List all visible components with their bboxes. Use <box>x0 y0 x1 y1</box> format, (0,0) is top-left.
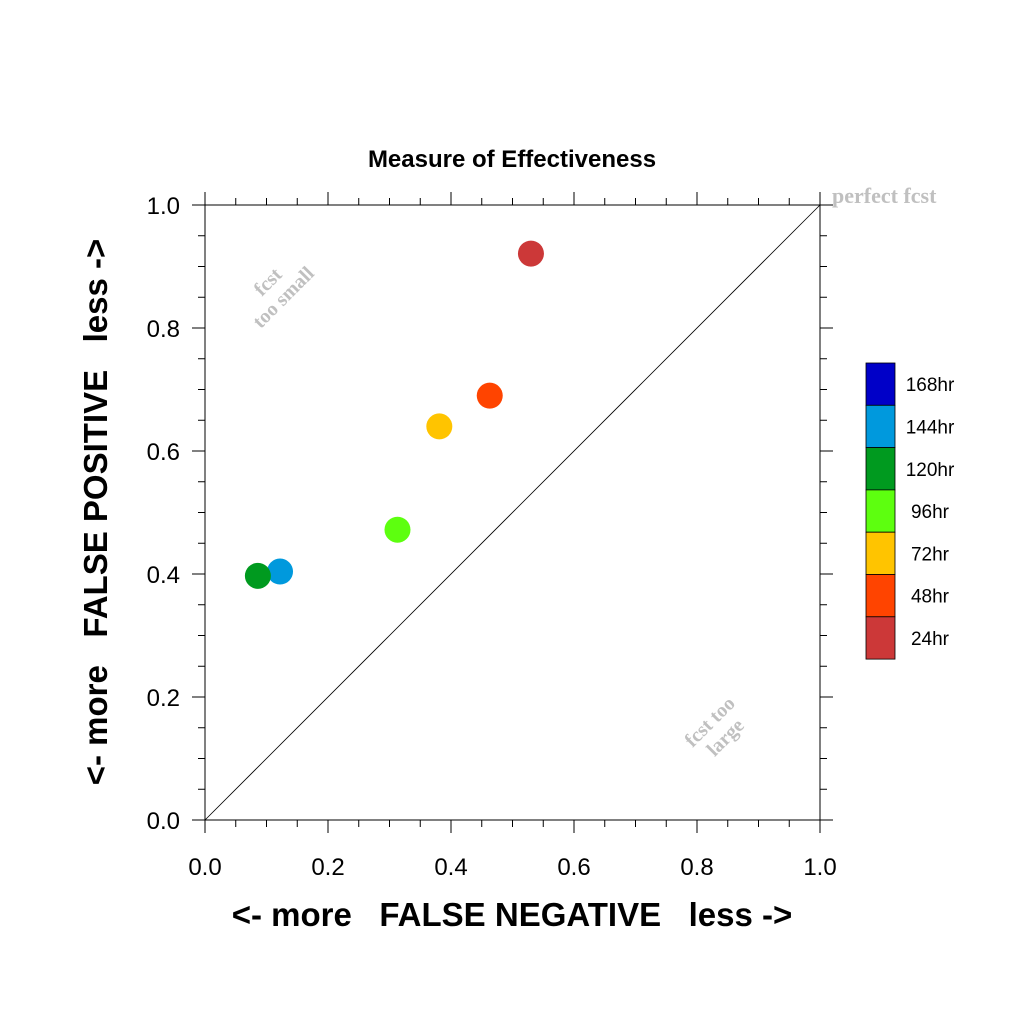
data-point-72hr <box>426 413 453 440</box>
chart-title: Measure of Effectiveness <box>368 146 656 173</box>
legend-label-168hr: 168hr <box>906 375 955 396</box>
x-tick-label: 1.0 <box>803 854 836 881</box>
x-tick-label: 0.2 <box>311 854 344 881</box>
legend: 168hr 144hr 120hr 96hr 72hr 48hr 24hr <box>865 362 955 660</box>
y-tick-label: 0.4 <box>147 562 180 589</box>
y-tick-label: 0.8 <box>147 316 180 343</box>
x-tick-label: 0.6 <box>557 854 590 881</box>
annotation-fcst-too-large: fcst too large <box>681 693 749 761</box>
legend-swatch-48hr <box>865 574 896 618</box>
axis-ticks <box>192 192 833 833</box>
legend-label-24hr: 24hr <box>911 629 950 650</box>
y-tick-labels: 0.0 0.2 0.4 0.6 0.8 1.0 <box>147 193 180 835</box>
legend-label-96hr: 96hr <box>911 502 950 523</box>
diagonal-line <box>204 204 821 821</box>
legend-swatch-24hr <box>865 616 896 660</box>
x-tick-labels: 0.0 0.2 0.4 0.6 0.8 1.0 <box>188 854 836 881</box>
legend-swatch-168hr <box>865 362 896 406</box>
x-tick-label: 0.8 <box>680 854 713 881</box>
annotation-perfect-fcst: perfect fcst <box>832 183 937 208</box>
data-point-120hr <box>244 562 271 589</box>
legend-swatch-144hr <box>865 404 896 448</box>
legend-swatch-72hr <box>865 531 896 575</box>
y-tick-label: 0.6 <box>147 439 180 466</box>
legend-swatch-120hr <box>865 447 896 491</box>
legend-swatch-96hr <box>865 489 896 533</box>
legend-label-120hr: 120hr <box>906 460 955 481</box>
data-point-48hr <box>476 382 503 409</box>
y-tick-label: 0.2 <box>147 685 180 712</box>
data-point-96hr <box>384 516 411 543</box>
x-axis-label: <- more FALSE NEGATIVE less -> <box>232 896 793 933</box>
y-tick-label: 0.0 <box>147 808 180 835</box>
legend-label-48hr: 48hr <box>911 587 950 608</box>
x-tick-label: 0.4 <box>434 854 467 881</box>
data-point-144hr <box>267 558 294 585</box>
y-tick-label: 1.0 <box>147 193 180 220</box>
x-tick-label: 0.0 <box>188 854 221 881</box>
data-points <box>244 240 544 589</box>
annotation-too-small-line2: too small <box>249 262 319 332</box>
y-axis-label: <- more FALSE POSITIVE less -> <box>77 239 114 786</box>
annotation-fcst-too-small: fcst too small <box>249 262 319 332</box>
legend-label-72hr: 72hr <box>911 544 950 565</box>
legend-label-144hr: 144hr <box>906 417 955 438</box>
plot-area <box>192 192 833 833</box>
data-point-24hr <box>517 240 544 267</box>
